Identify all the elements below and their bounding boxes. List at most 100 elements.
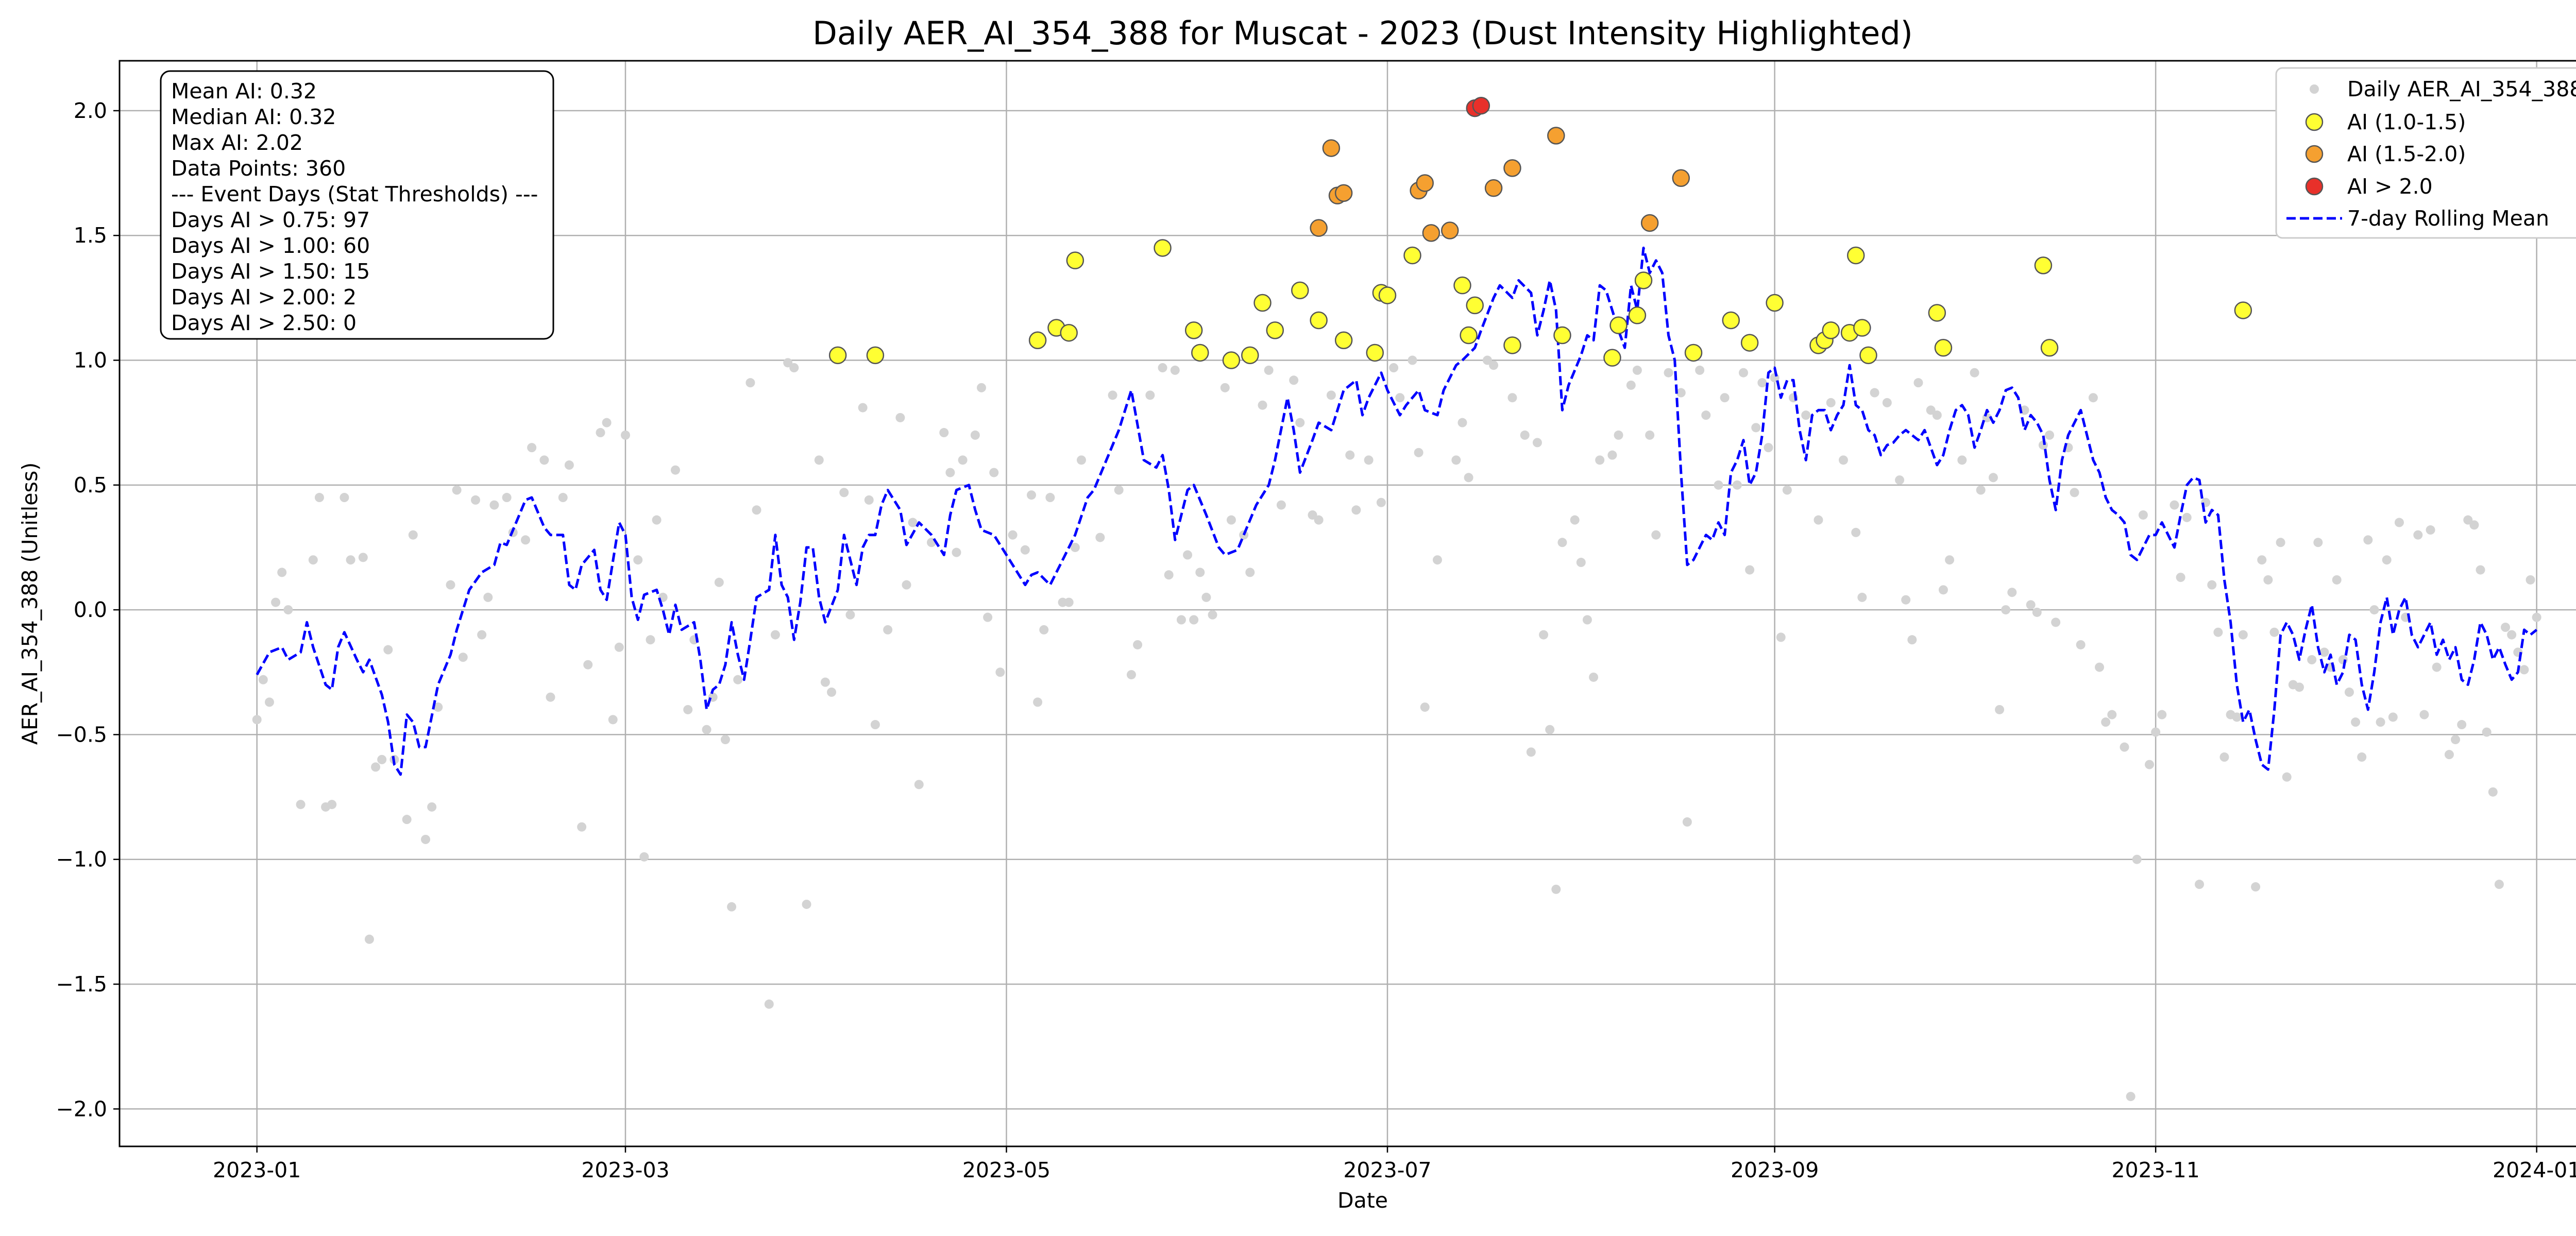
ai-above-2.0-point <box>1472 96 1490 115</box>
daily-point <box>577 822 587 832</box>
ai-1.0-1.5-point <box>1403 246 1421 265</box>
ai-1.0-1.5-point <box>1241 346 1259 365</box>
ai-1.0-1.5-point <box>1066 251 1084 269</box>
daily-point <box>952 547 961 557</box>
daily-point <box>1507 393 1517 403</box>
daily-point <box>1870 388 1879 398</box>
daily-point <box>2170 500 2179 510</box>
daily-point <box>939 428 949 438</box>
daily-point <box>2457 720 2467 730</box>
x-tick-label: 2024-01 <box>2493 1158 2576 1182</box>
daily-point <box>1988 473 1998 483</box>
y-tick-label: 1.5 <box>74 223 107 248</box>
daily-point <box>764 999 774 1009</box>
ai-1.0-1.5-point <box>1184 321 1203 339</box>
daily-point <box>1526 747 1536 757</box>
daily-point <box>1389 363 1399 373</box>
daily-point <box>1614 430 1623 440</box>
daily-point <box>1108 390 1117 400</box>
legend-label-red: AI > 2.0 <box>2347 174 2433 199</box>
ai-1.0-1.5-point <box>1334 331 1353 349</box>
daily-point <box>1976 485 1986 495</box>
daily-point <box>421 834 431 844</box>
daily-point <box>1682 817 1692 827</box>
daily-point <box>1451 455 1461 465</box>
daily-point <box>839 488 849 497</box>
daily-point <box>1970 368 1979 377</box>
daily-point <box>1714 480 1723 490</box>
stat-heading: --- Event Days (Stat Thresholds) --- <box>171 182 538 207</box>
daily-point <box>2207 580 2217 590</box>
daily-point <box>2176 573 2185 582</box>
daily-point <box>1145 390 1155 400</box>
daily-point <box>870 720 880 730</box>
daily-point <box>2070 488 2079 497</box>
daily-point <box>1064 597 1074 607</box>
daily-point <box>1039 625 1049 634</box>
daily-point <box>2101 717 2111 727</box>
legend-marker-yellow <box>2305 113 2324 131</box>
daily-point <box>2045 430 2055 440</box>
daily-point <box>914 780 924 789</box>
x-axis: 2023-01 2023-03 2023-05 2023-07 2023-09 2023-… <box>213 1146 2576 1182</box>
ai-1.0-1.5-point <box>1603 349 1621 367</box>
daily-point <box>2194 880 2204 889</box>
daily-point <box>1607 450 1617 460</box>
daily-point <box>1376 497 1386 507</box>
ai-1.0-1.5-point <box>1853 319 1871 337</box>
daily-point <box>1432 555 1442 565</box>
daily-point <box>1008 530 1018 540</box>
daily-point <box>2519 665 2529 675</box>
daily-point <box>546 692 555 702</box>
daily-point <box>1901 595 1911 605</box>
daily-point <box>895 413 905 422</box>
daily-point <box>471 495 481 505</box>
y-tick-label: −1.5 <box>56 972 107 997</box>
daily-point <box>452 485 462 495</box>
daily-point <box>1582 615 1592 625</box>
ai-1.0-1.5-point <box>1503 336 1521 354</box>
daily-point <box>608 715 618 725</box>
daily-point <box>1764 443 1773 453</box>
daily-point <box>1532 438 1542 448</box>
daily-point <box>2238 630 2248 640</box>
y-tick-label: 0.0 <box>74 597 107 622</box>
x-tick-label: 2023-11 <box>2111 1158 2199 1182</box>
ai-1.0-1.5-point <box>1740 334 1759 352</box>
daily-point <box>1814 515 1823 525</box>
ai-1.0-1.5-point <box>1291 281 1309 300</box>
daily-point <box>364 934 374 944</box>
daily-point <box>277 568 287 577</box>
stat-median: Median AI: 0.32 <box>171 105 336 129</box>
daily-point <box>714 577 724 587</box>
daily-point <box>1957 455 1967 465</box>
daily-point <box>2251 882 2261 892</box>
daily-point <box>2363 535 2373 545</box>
daily-point <box>1176 615 1186 625</box>
daily-point <box>2463 515 2473 525</box>
y-axis-label: AER_AI_354_388 (Unitless) <box>18 462 42 745</box>
ai-1.0-1.5-point <box>1460 326 1478 345</box>
daily-point <box>264 697 274 707</box>
daily-point <box>989 468 999 477</box>
daily-point <box>1395 393 1405 403</box>
daily-point <box>1208 610 1217 620</box>
ai-1.5-2.0-point <box>1322 139 1341 157</box>
daily-point <box>908 518 918 527</box>
y-tick-label: 0.5 <box>74 473 107 497</box>
daily-point <box>1539 630 1549 640</box>
x-axis-label: Date <box>1337 1188 1388 1213</box>
daily-point <box>2426 525 2435 535</box>
ai-1.0-1.5-point <box>1846 246 1865 265</box>
daily-point <box>1757 378 1767 388</box>
daily-point <box>1133 640 1143 649</box>
daily-point <box>1420 702 1430 712</box>
daily-point <box>976 383 986 392</box>
daily-point <box>596 428 605 438</box>
daily-point <box>1745 565 1755 575</box>
daily-point <box>1308 510 1317 520</box>
daily-point <box>402 815 412 825</box>
daily-point <box>2145 760 2155 769</box>
ai-1.0-1.5-point <box>1628 306 1647 324</box>
ai-1.0-1.5-point <box>2234 301 2252 319</box>
